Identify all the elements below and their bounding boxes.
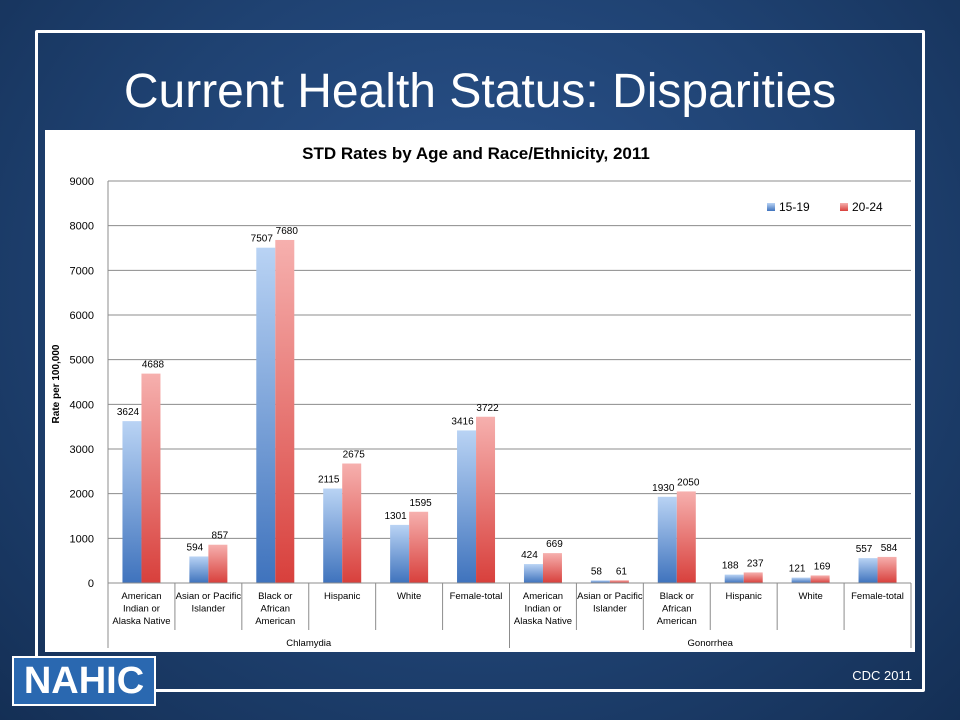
- slide-title: Current Health Status: Disparities: [123, 65, 837, 118]
- x-group-label: Gonorrhea: [688, 638, 734, 649]
- bars: [122, 239, 897, 584]
- bar-20-24: [810, 575, 830, 583]
- y-tick-label: 7000: [70, 265, 94, 277]
- data-label: 424: [521, 550, 538, 561]
- data-label: 2115: [318, 475, 340, 486]
- bar-20-24: [208, 544, 228, 583]
- data-label: 1301: [385, 511, 408, 522]
- y-tick-label: 9000: [70, 176, 94, 188]
- y-axis-ticks: 0 1000 2000 3000 4000 5000 6000 7000 8000 9000: [70, 176, 94, 590]
- bar-20-24: [609, 580, 629, 583]
- x-category-label: Hispanic: [725, 591, 762, 602]
- chart-title: STD Rates by Age and Race/Ethnicity, 201…: [302, 144, 650, 163]
- y-tick-label: 1000: [70, 533, 94, 545]
- data-label: 121: [789, 564, 806, 575]
- data-label: 3722: [476, 403, 499, 414]
- bar-15-19: [590, 580, 610, 583]
- data-label: 3624: [117, 407, 140, 418]
- bar-15-19: [323, 488, 343, 583]
- bar-15-19: [858, 558, 878, 583]
- chart-panel: STD Rates by Age and Race/Ethnicity, 201…: [45, 130, 915, 652]
- x-category-label: American Indian or Alaska Native: [514, 591, 572, 627]
- bar-20-24: [141, 373, 161, 583]
- bar-15-19: [390, 524, 410, 583]
- data-label: 7680: [276, 226, 299, 237]
- bar-20-24: [342, 463, 362, 583]
- data-label: 1930: [652, 483, 675, 494]
- legend: 15-19 20-24: [767, 200, 883, 214]
- legend-swatch-15-19: [767, 203, 775, 211]
- data-label: 857: [212, 531, 229, 542]
- data-label: 4688: [142, 360, 165, 371]
- x-category-label: Asian or Pacific Islander: [577, 591, 643, 615]
- x-category-label: Asian or Pacific Islander: [176, 591, 242, 615]
- y-tick-label: 2000: [70, 489, 94, 501]
- y-tick-label: 4000: [70, 399, 94, 411]
- y-axis-label: Rate per 100,000: [51, 344, 62, 423]
- data-label: 557: [856, 544, 873, 555]
- data-label: 1595: [410, 498, 433, 509]
- data-label: 594: [187, 542, 204, 553]
- bar-15-19: [523, 564, 543, 583]
- x-category-label: American Indian or Alaska Native: [112, 591, 170, 627]
- bar-20-24: [743, 572, 763, 583]
- data-label: 61: [616, 566, 628, 577]
- bar-20-24: [409, 511, 429, 583]
- legend-label-15-19: 15-19: [779, 200, 810, 214]
- data-label: 169: [814, 561, 831, 572]
- x-category-label: White: [798, 591, 822, 602]
- x-category-label: White: [397, 591, 421, 602]
- legend-swatch-20-24: [840, 203, 848, 211]
- y-tick-label: 5000: [70, 355, 94, 367]
- bar-20-24: [877, 556, 897, 583]
- bar-15-19: [791, 577, 811, 583]
- bar-20-24: [476, 416, 496, 583]
- bar-15-19: [122, 421, 142, 583]
- y-tick-label: 6000: [70, 310, 94, 322]
- bar-20-24: [542, 553, 562, 583]
- nahic-logo: NAHIC: [12, 656, 156, 706]
- data-label: 2050: [677, 477, 700, 488]
- data-label: 669: [546, 539, 563, 550]
- bar-20-24: [676, 491, 696, 583]
- y-tick-label: 0: [88, 578, 94, 590]
- slide-frame: [35, 30, 925, 692]
- data-label: 7507: [251, 234, 274, 245]
- bar-15-19: [457, 430, 477, 583]
- x-group-label: Chlamydia: [286, 638, 332, 649]
- legend-label-20-24: 20-24: [852, 200, 883, 214]
- source-note: CDC 2011: [852, 668, 912, 683]
- bar-15-19: [189, 556, 209, 583]
- bar-15-19: [256, 247, 276, 584]
- data-label: 584: [881, 543, 898, 554]
- gridlines: [107, 180, 911, 584]
- x-category-label: Black or African American: [255, 591, 295, 627]
- x-category-label: Female-total: [851, 591, 904, 602]
- bar-15-19: [657, 496, 677, 583]
- data-label: 2675: [343, 450, 366, 461]
- std-rates-chart: STD Rates by Age and Race/Ethnicity, 201…: [51, 144, 912, 649]
- data-label: 58: [591, 566, 603, 577]
- data-label: 3416: [451, 416, 474, 427]
- x-category-label: Hispanic: [324, 591, 361, 602]
- y-tick-label: 3000: [70, 444, 94, 456]
- bar-15-19: [724, 574, 744, 583]
- y-tick-label: 8000: [70, 221, 94, 233]
- bar-20-24: [275, 239, 295, 583]
- data-label: 237: [747, 558, 764, 569]
- x-category-label: Female-total: [450, 591, 503, 602]
- data-label: 188: [722, 561, 739, 572]
- x-category-label: Black or African American: [657, 591, 697, 627]
- logo-text: NAHIC: [23, 659, 145, 702]
